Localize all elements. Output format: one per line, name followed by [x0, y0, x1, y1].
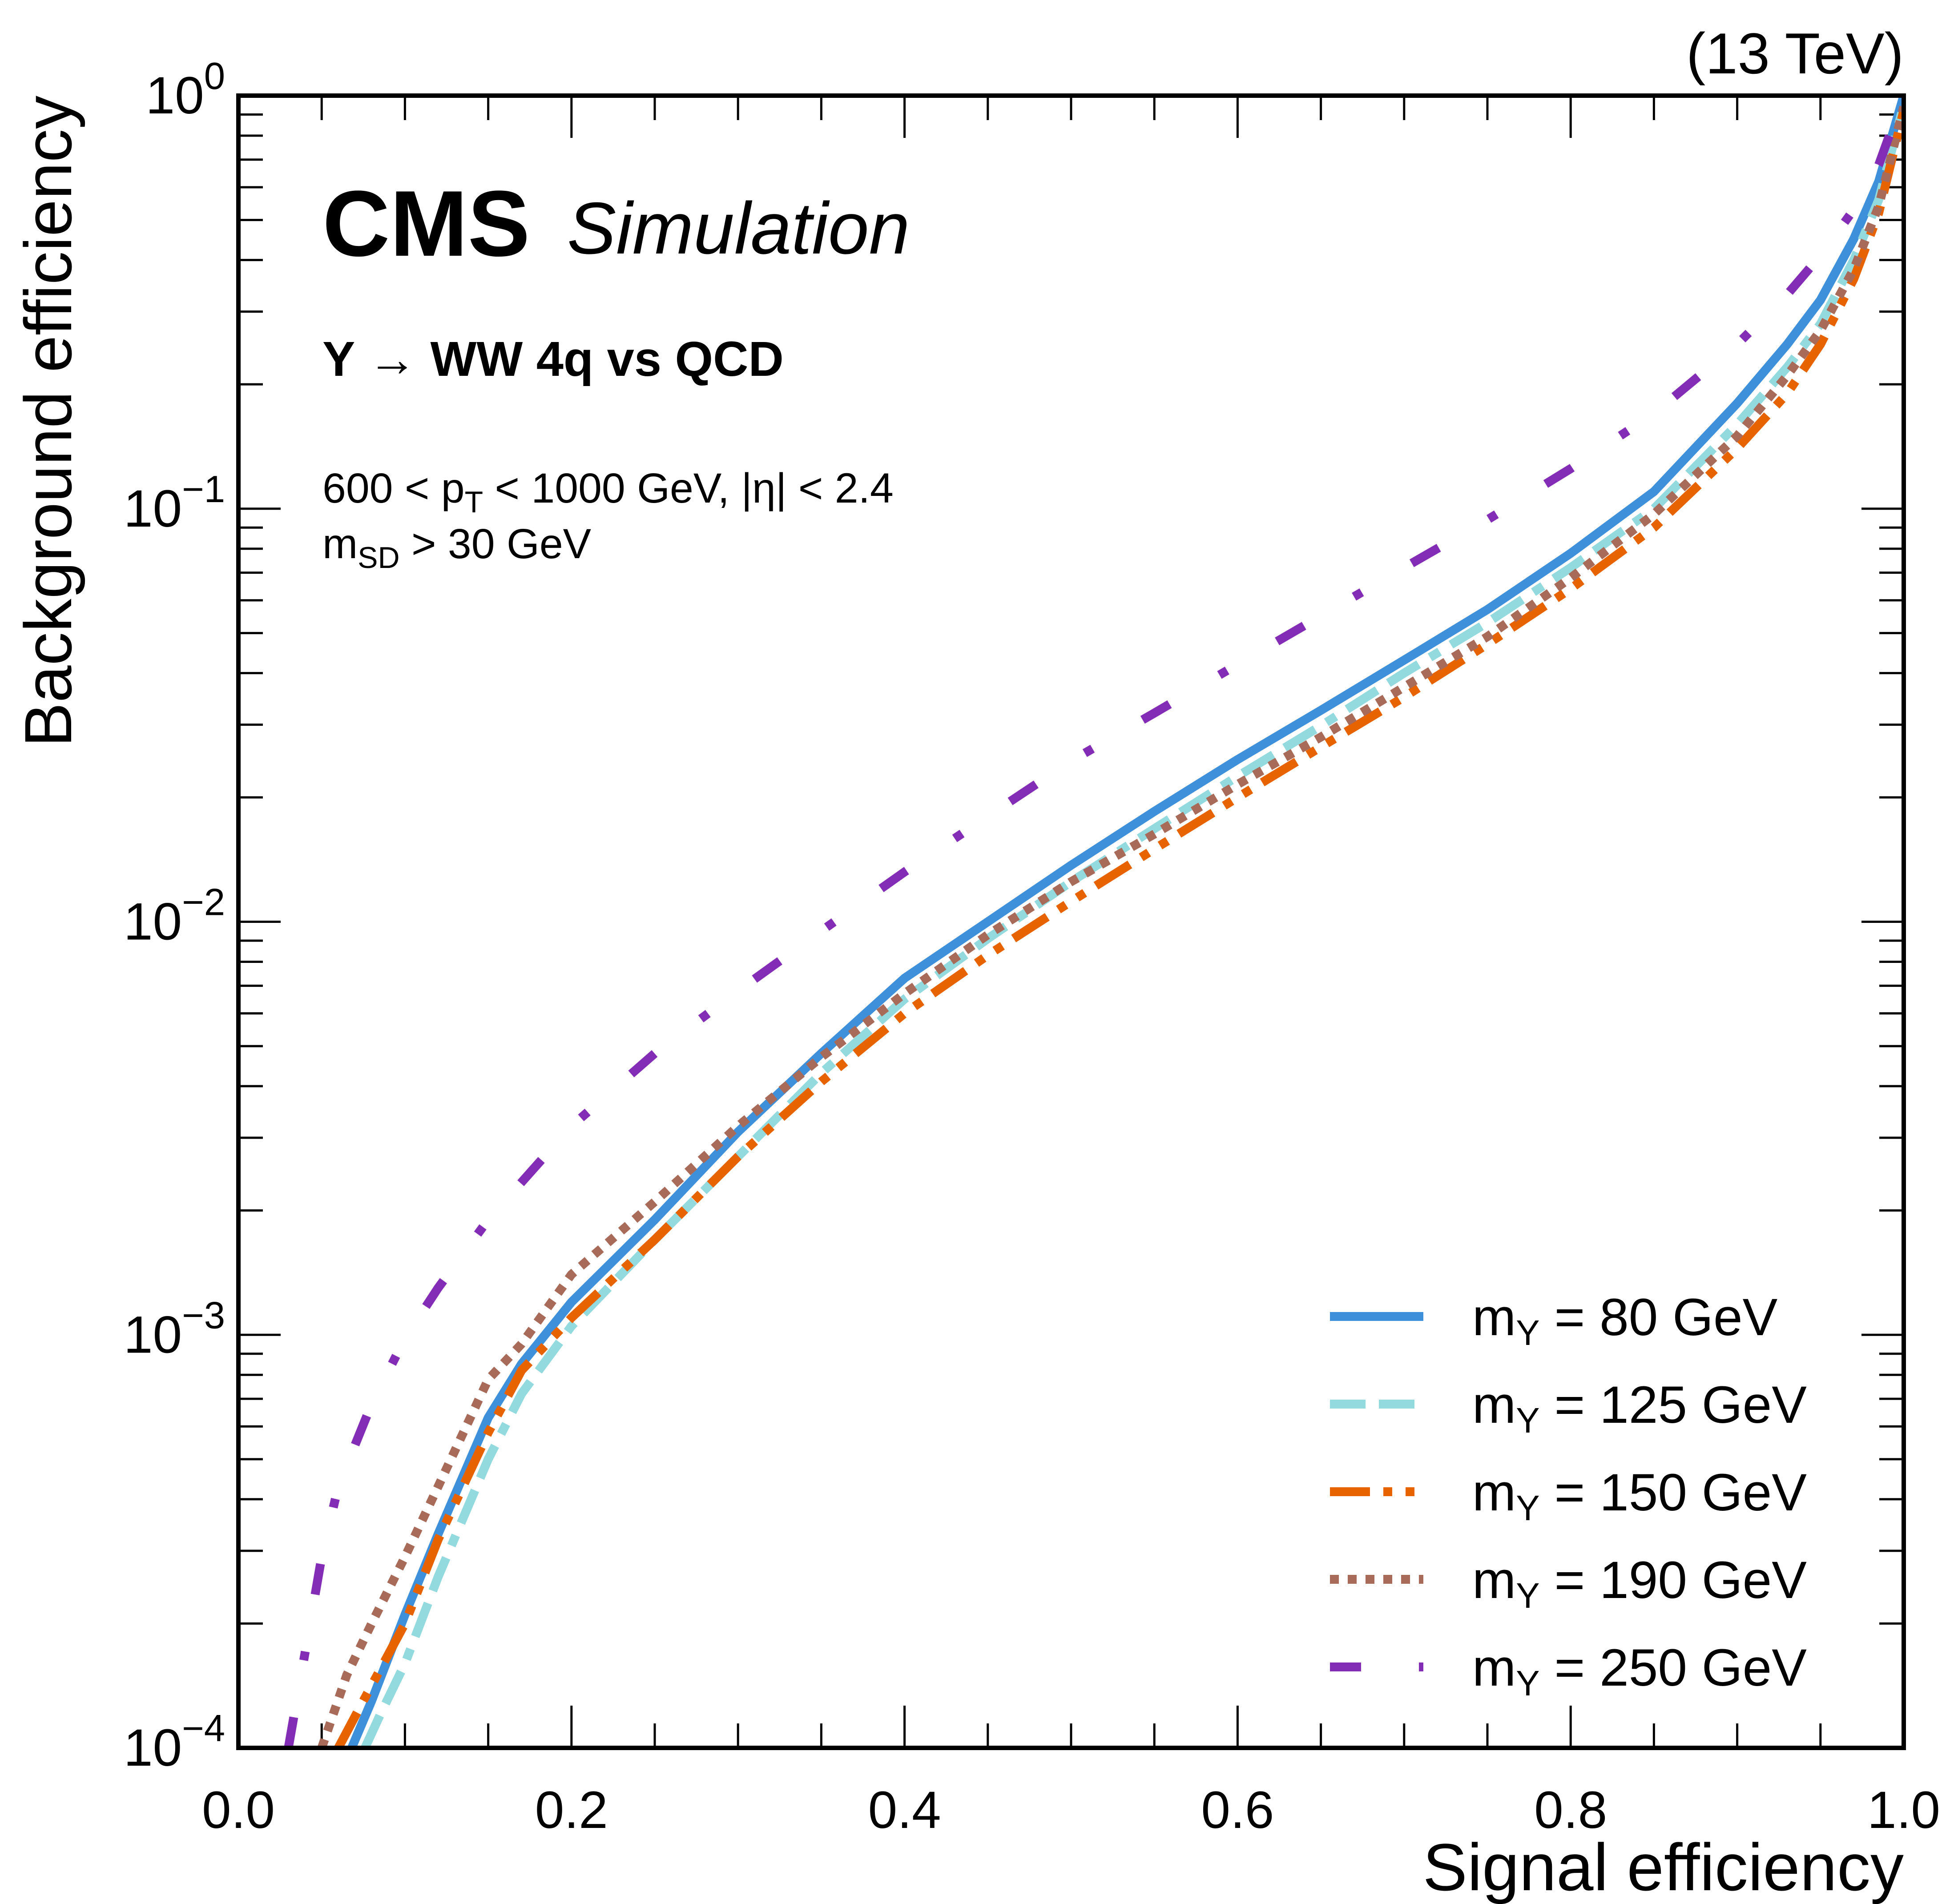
axis-ticks — [237, 94, 1905, 1749]
legend-entry: mY = 80 GeV — [1330, 1288, 1778, 1353]
x-tick-label: 0.0 — [202, 1781, 275, 1840]
simulation-label: Simulation — [567, 187, 910, 269]
x-tick-label: 0.4 — [868, 1781, 941, 1840]
cut-label-msd: mSD > 30 GeV — [322, 520, 591, 575]
legend-label: mY = 250 GeV — [1472, 1638, 1807, 1703]
x-tick-label: 0.2 — [535, 1781, 608, 1840]
roc-curve-series-3 — [317, 105, 1904, 1748]
x-axis-title: Signal efficiency — [1423, 1830, 1904, 1904]
x-tick-label: 0.6 — [1201, 1781, 1274, 1840]
y-axis-title: Background efficiency — [11, 96, 85, 747]
roc-curves — [284, 96, 1904, 1748]
y-tick-label: 10−4 — [124, 1707, 225, 1777]
legend-entry: mY = 250 GeV — [1330, 1638, 1807, 1703]
legend-label: mY = 125 GeV — [1472, 1376, 1807, 1440]
legend-label: mY = 150 GeV — [1472, 1463, 1807, 1528]
roc-curve-series-0 — [347, 96, 1904, 1748]
legend-entry: mY = 125 GeV — [1330, 1376, 1807, 1440]
legend-entry: mY = 190 GeV — [1330, 1551, 1807, 1615]
y-tick-label: 10−2 — [124, 882, 225, 951]
cut-label-pt-eta: 600 < pT < 1000 GeV, |η| < 2.4 — [322, 465, 894, 519]
legend-label: mY = 190 GeV — [1472, 1551, 1807, 1615]
x-tick-label: 1.0 — [1867, 1781, 1940, 1840]
roc-curve-series-2 — [334, 109, 1904, 1748]
legend-label: mY = 80 GeV — [1472, 1288, 1778, 1353]
x-tick-label: 0.8 — [1534, 1781, 1607, 1840]
energy-label: (13 TeV) — [1686, 21, 1904, 86]
plot-frame — [236, 93, 1906, 1750]
cms-label: CMS — [322, 171, 530, 276]
y-tick-label: 10−1 — [124, 468, 225, 538]
legend: mY = 80 GeV mY = 125 GeV mY = 150 GeV mY = … — [1330, 1288, 1807, 1703]
roc-curve-series-1 — [361, 104, 1904, 1748]
roc-curve-series-4 — [284, 96, 1904, 1748]
legend-entry: mY = 150 GeV — [1330, 1463, 1807, 1528]
y-tick-label: 100 — [145, 55, 225, 125]
process-label: Y → WW 4q vs QCD — [322, 332, 784, 386]
axis-tick-labels: 0.0 0.2 0.4 0.6 0.8 1.0 100 10−1 10−2 10−3 10−4 — [124, 55, 1940, 1840]
y-tick-label: 10−3 — [124, 1294, 225, 1364]
